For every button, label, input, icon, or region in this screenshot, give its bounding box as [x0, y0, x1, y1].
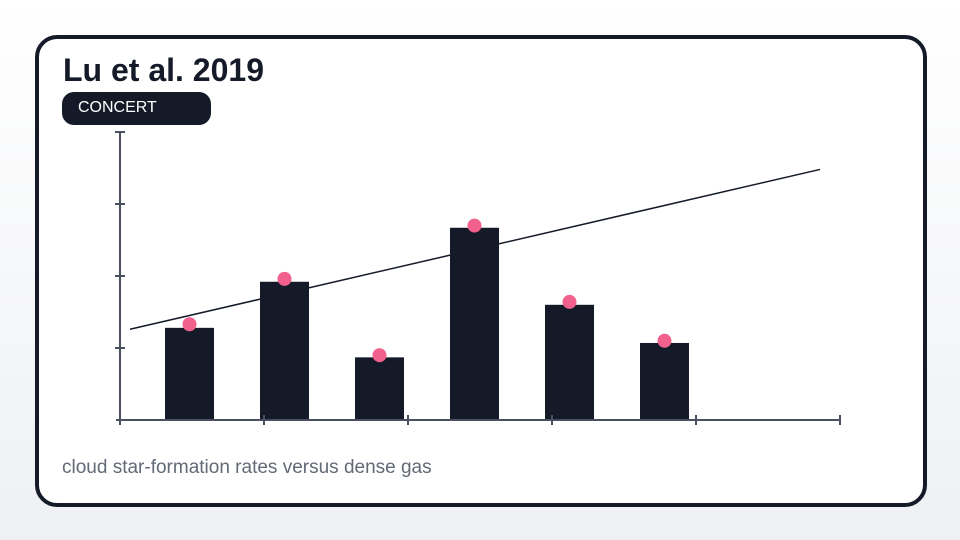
bar-2: [260, 281, 309, 420]
marker-6: [657, 333, 672, 348]
bar-3: [355, 357, 404, 420]
bar-1: [165, 327, 214, 420]
axes-layer: [115, 131, 841, 425]
marker-1: [182, 317, 197, 332]
dataset-badge: CONCERT: [62, 92, 211, 125]
marker-4: [467, 218, 482, 233]
marker-3: [372, 348, 387, 363]
trend-line: [129, 168, 821, 331]
markers-layer: [182, 218, 672, 363]
chart-caption: cloud star-formation rates versus dense …: [62, 457, 432, 478]
bar-5: [545, 304, 594, 420]
chart-title: Lu et al. 2019: [63, 52, 264, 88]
marker-5: [562, 294, 577, 309]
bar-6: [640, 342, 689, 420]
bars-layer: [165, 227, 689, 420]
bar-4: [450, 227, 499, 420]
marker-2: [277, 271, 292, 286]
